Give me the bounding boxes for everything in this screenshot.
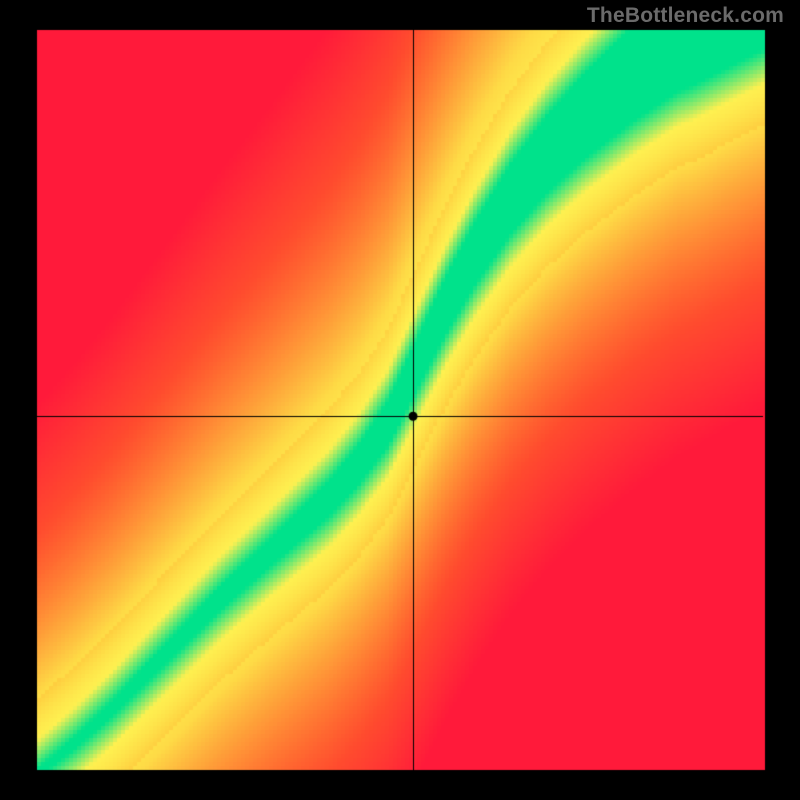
bottleneck-heatmap bbox=[0, 0, 800, 800]
watermark-text: TheBottleneck.com bbox=[587, 4, 784, 28]
chart-container: TheBottleneck.com bbox=[0, 0, 800, 800]
